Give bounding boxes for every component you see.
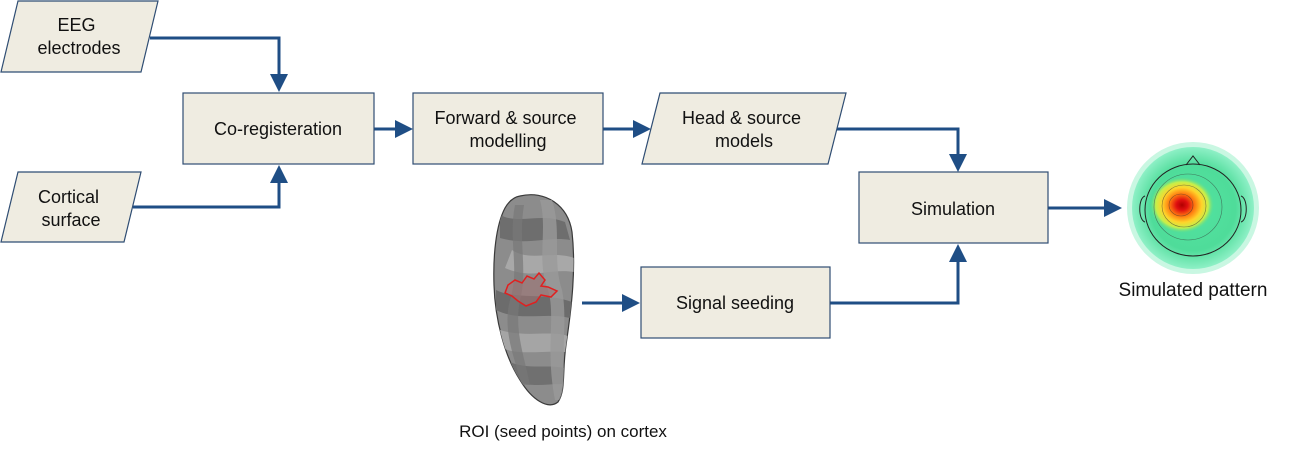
coregistration-label: Co-registeration: [214, 119, 342, 139]
arrowhead-head: [633, 120, 651, 138]
forward-source-label: Forward & source modelling: [434, 108, 581, 151]
edges: [133, 36, 1122, 312]
simulated-pattern-caption: Simulated pattern: [1119, 280, 1268, 301]
node-coregistration: Co-registeration: [182, 92, 375, 165]
head-source-label: Head & source models: [682, 108, 806, 151]
node-eeg-electrodes: EEG electrodes: [0, 0, 159, 73]
edge-head-to-simulation: [837, 127, 960, 156]
node-simulation: Simulation: [858, 171, 1049, 244]
node-cortical-surface: Cortical surface: [0, 171, 142, 243]
arrowhead-seeding: [622, 294, 640, 312]
arrowhead-simulation-top: [949, 154, 967, 172]
edge-eeg-to-coreg: [150, 36, 281, 76]
scalp-topography: [1127, 142, 1259, 274]
roi-caption: ROI (seed points) on cortex: [459, 422, 667, 441]
arrowhead-pattern: [1104, 199, 1122, 217]
node-signal-seeding: Signal seeding: [640, 266, 831, 339]
node-forward-source-modelling: Forward & source modelling: [412, 92, 604, 165]
edge-cortical-to-coreg: [133, 181, 281, 209]
arrowhead-simulation-bottom: [949, 244, 967, 262]
eeg-electrodes-label: EEG electrodes: [37, 15, 120, 58]
simulation-label: Simulation: [911, 199, 995, 219]
node-head-source-models: Head & source models: [641, 92, 847, 165]
roi-outline: [504, 271, 559, 307]
arrowhead-coreg-bottom: [270, 165, 288, 183]
cortex-image: [493, 194, 575, 406]
edge-seeding-to-simulation: [830, 260, 960, 305]
signal-seeding-label: Signal seeding: [676, 293, 794, 313]
cortical-surface-label: Cortical surface: [38, 187, 104, 230]
arrowhead-coreg-top: [270, 74, 288, 92]
arrowhead-forward: [395, 120, 413, 138]
